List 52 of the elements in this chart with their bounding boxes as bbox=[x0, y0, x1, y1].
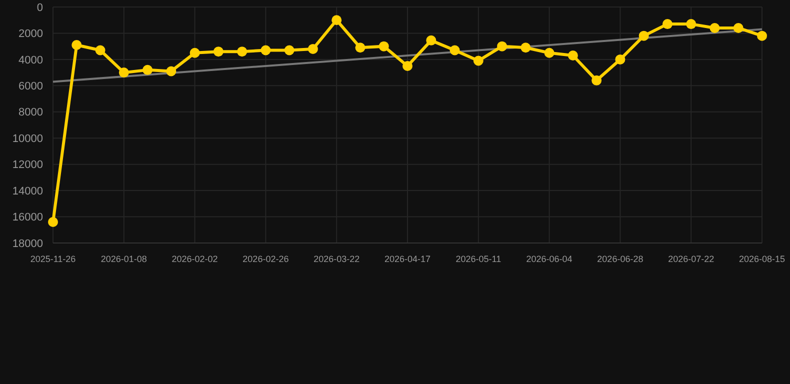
x-tick-label: 2026-04-17 bbox=[384, 254, 431, 264]
point bbox=[450, 45, 460, 56]
point bbox=[72, 40, 82, 50]
point bbox=[662, 19, 672, 30]
point bbox=[332, 15, 342, 26]
y-tick-label: 0 bbox=[36, 2, 43, 14]
point bbox=[260, 45, 271, 56]
point bbox=[402, 61, 412, 71]
y-tick-label: 8000 bbox=[18, 106, 43, 119]
point bbox=[615, 54, 626, 64]
point bbox=[473, 56, 484, 66]
point bbox=[592, 75, 602, 86]
y-tick-label: 12000 bbox=[12, 159, 43, 172]
point bbox=[426, 35, 436, 46]
x-tick-label: 2026-07-22 bbox=[668, 254, 714, 264]
y-tick-label: 14000 bbox=[12, 185, 43, 198]
point bbox=[237, 46, 248, 57]
y-tick-label: 4000 bbox=[18, 54, 43, 66]
x-tick-label: 2026-02-02 bbox=[172, 254, 218, 264]
point bbox=[544, 48, 554, 58]
point bbox=[497, 41, 508, 52]
x-tick-label: 2026-01-08 bbox=[100, 254, 147, 264]
point bbox=[142, 64, 153, 75]
point bbox=[284, 45, 294, 56]
point bbox=[166, 66, 176, 76]
x-tick-label: 2026-05-11 bbox=[456, 254, 502, 264]
point bbox=[190, 48, 200, 58]
point bbox=[686, 19, 696, 30]
x-tick-label: 2026-06-28 bbox=[597, 254, 644, 264]
x-tick-label: 2026-03-22 bbox=[314, 254, 360, 264]
x-tick-label: 2026-08-15 bbox=[738, 254, 786, 264]
x-tick-label: 2025-11-26 bbox=[30, 254, 76, 264]
y-tick-label: 18000 bbox=[12, 238, 43, 250]
point bbox=[95, 45, 106, 56]
point bbox=[520, 42, 531, 53]
point bbox=[757, 30, 767, 41]
point bbox=[355, 42, 366, 53]
point bbox=[568, 50, 578, 61]
x-tick-label: 2026-06-04 bbox=[526, 254, 572, 264]
point bbox=[308, 44, 318, 54]
point bbox=[213, 46, 224, 57]
point bbox=[733, 22, 744, 33]
point bbox=[378, 41, 389, 52]
y-tick-label: 2000 bbox=[18, 28, 43, 40]
point bbox=[48, 217, 58, 228]
point bbox=[710, 22, 720, 33]
y-tick-label: 10000 bbox=[12, 132, 43, 145]
y-tick-label: 6000 bbox=[18, 80, 43, 93]
x-tick-label: 2026-02-26 bbox=[242, 254, 289, 264]
point bbox=[118, 68, 129, 78]
point bbox=[638, 30, 649, 41]
y-tick-label: 16000 bbox=[12, 212, 43, 224]
